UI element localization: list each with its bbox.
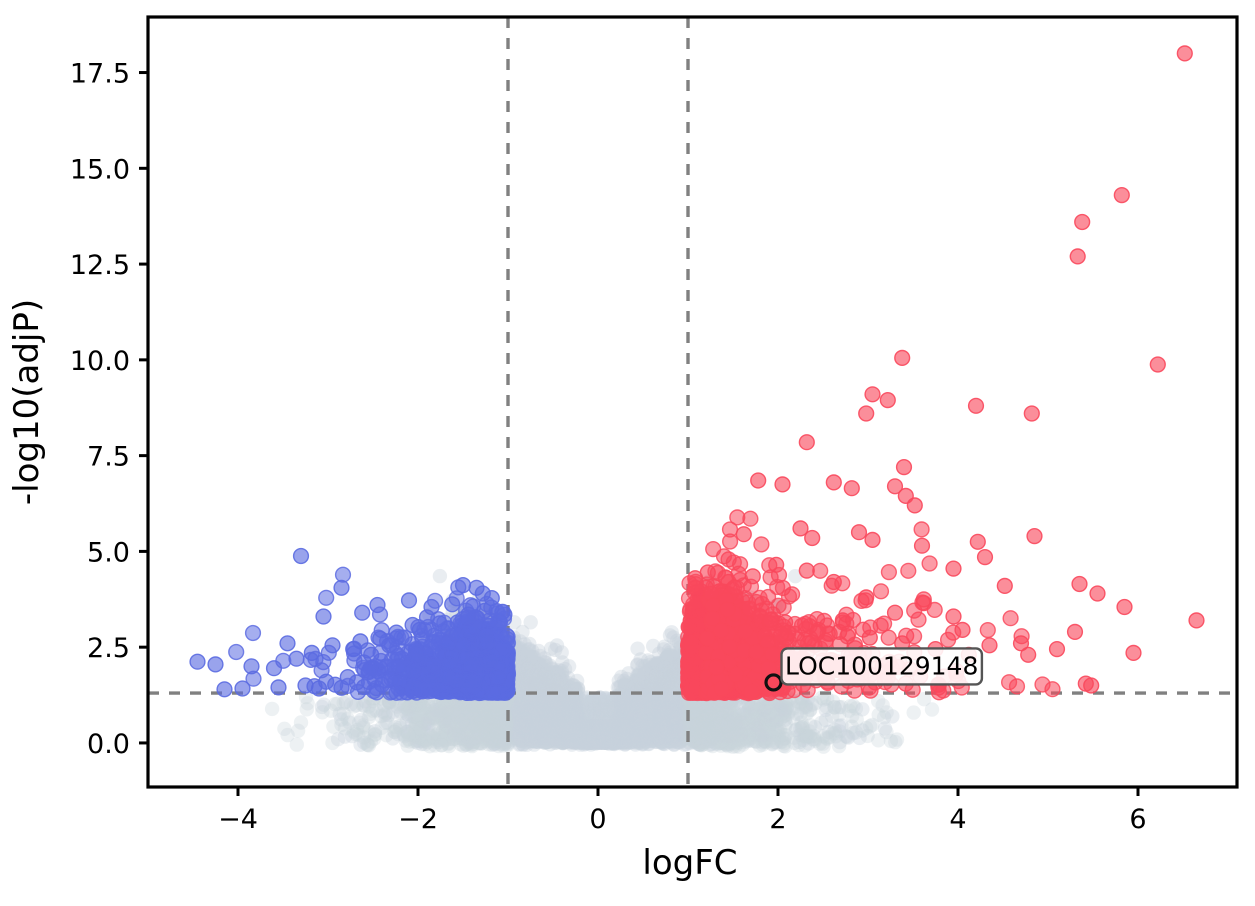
x-axis-label: logFC <box>642 843 737 883</box>
x-tick-label: 2 <box>769 804 786 835</box>
axis-frame <box>146 15 1239 789</box>
x-tick-label: 4 <box>949 804 966 835</box>
x-tick-label: 6 <box>1129 804 1146 835</box>
y-tick-label: 5.0 <box>87 537 130 568</box>
y-tick-label: 0.0 <box>87 729 130 760</box>
y-tick-label: 10.0 <box>70 346 130 377</box>
significant-point-cloud <box>189 45 1205 702</box>
y-tick-label: 7.5 <box>87 442 130 473</box>
x-tick-label: −4 <box>218 804 258 835</box>
x-tick-label: −2 <box>398 804 438 835</box>
y-axis-label: -log10(adjP) <box>7 299 47 505</box>
y-tick-label: 15.0 <box>70 154 130 185</box>
y-tick-label: 2.5 <box>87 633 130 664</box>
y-tick-label: 17.5 <box>70 59 130 90</box>
annotation-label: LOC100129148 <box>785 651 978 680</box>
annotation-box[interactable] <box>780 647 984 686</box>
x-tick-label: 0 <box>589 804 606 835</box>
y-tick-label: 12.5 <box>70 250 130 281</box>
annotated-point-marker[interactable] <box>764 673 783 692</box>
axis-ticks: −4 −2 0 2 4 6 0.0 2.5 5.0 7.5 10.0 12.5 15.0 17.5 <box>70 59 1147 835</box>
gene-annotations[interactable]: LOC100129148 <box>764 647 984 692</box>
